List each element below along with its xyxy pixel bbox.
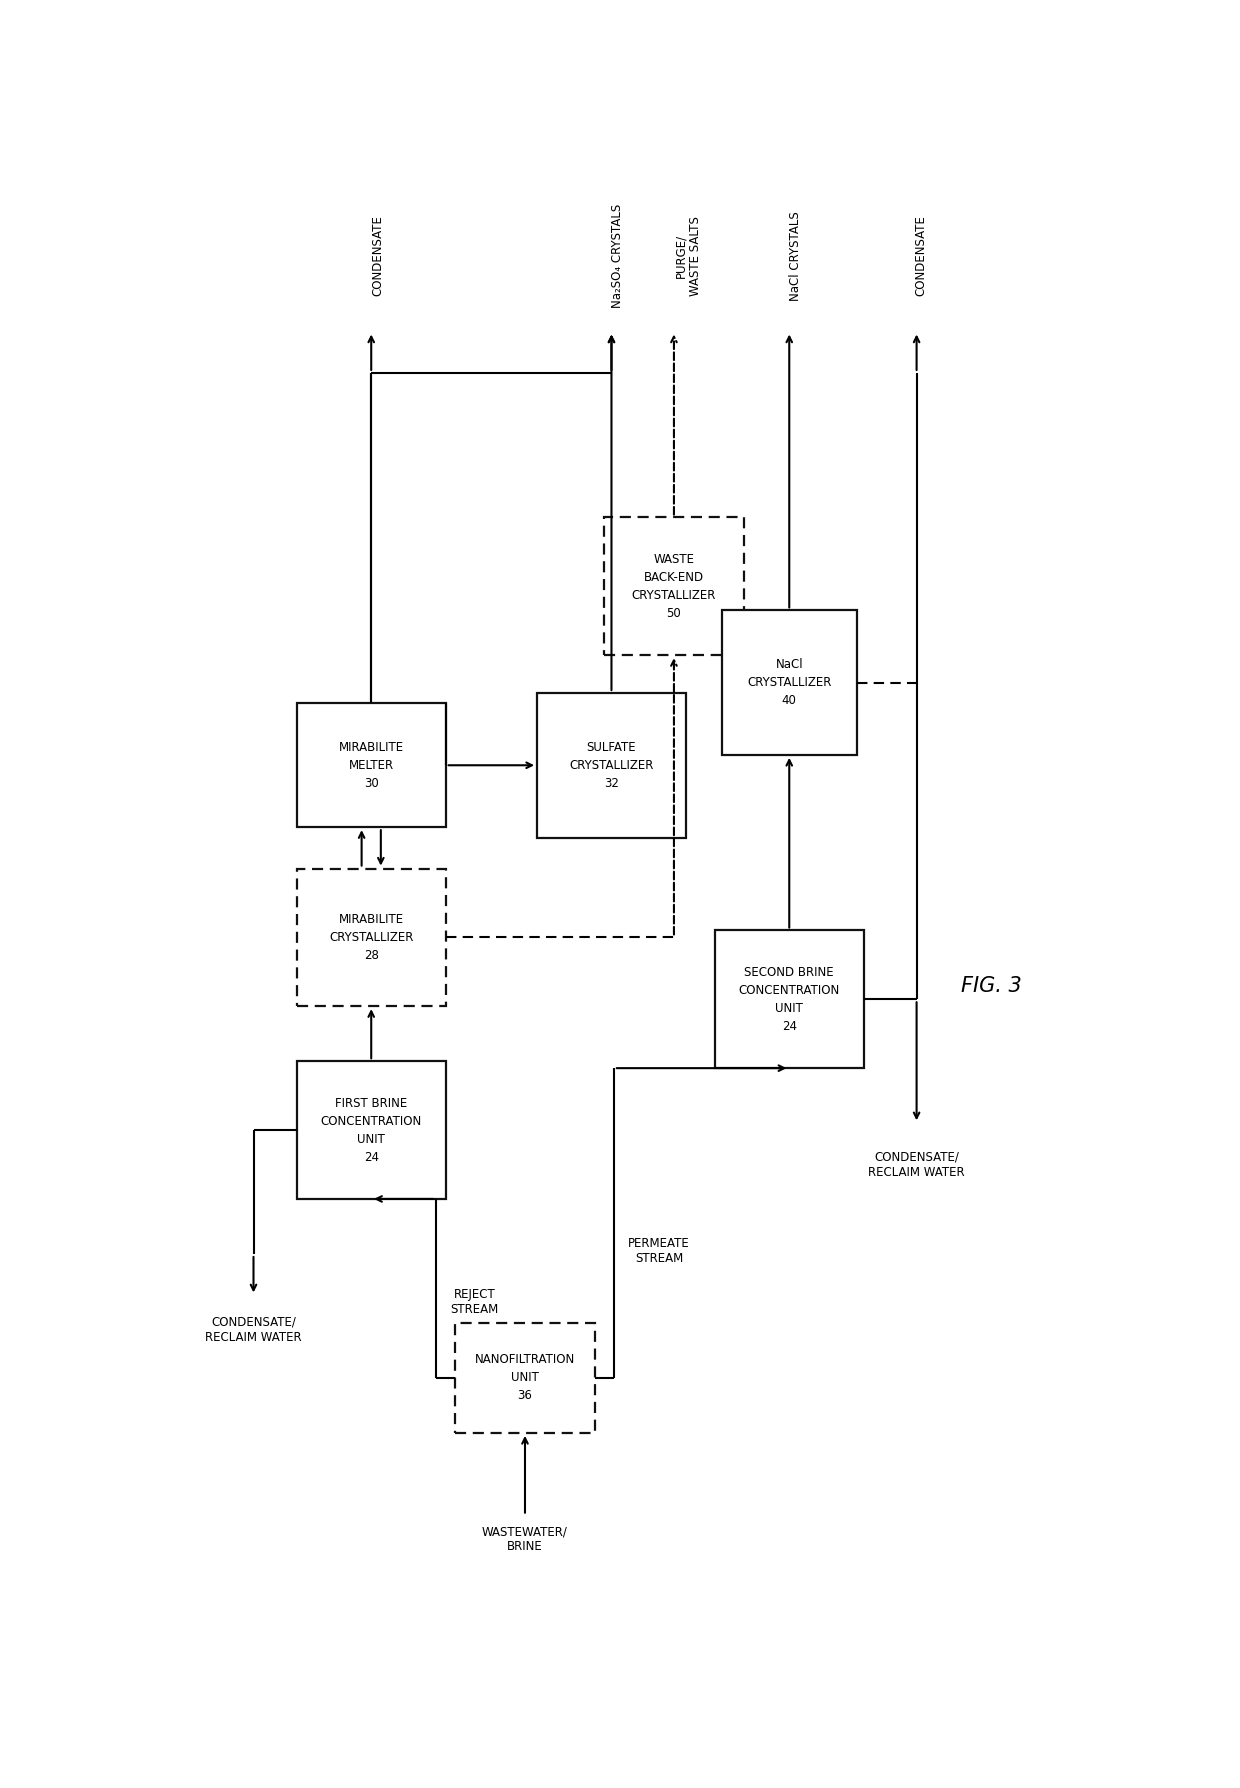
Text: CONDENSATE: CONDENSATE <box>914 215 928 297</box>
Bar <box>537 694 686 837</box>
Text: PURGE/
WASTE SALTS: PURGE/ WASTE SALTS <box>675 216 702 295</box>
Text: FIG. 3: FIG. 3 <box>961 976 1022 996</box>
Bar <box>604 517 744 654</box>
Text: FIRST BRINE
CONCENTRATION
UNIT
24: FIRST BRINE CONCENTRATION UNIT 24 <box>321 1096 422 1164</box>
Bar <box>296 703 445 828</box>
Text: NaCl
CRYSTALLIZER
40: NaCl CRYSTALLIZER 40 <box>746 658 832 708</box>
Text: CONDENSATE/
RECLAIM WATER: CONDENSATE/ RECLAIM WATER <box>205 1316 301 1345</box>
Text: CONDENSATE/
RECLAIM WATER: CONDENSATE/ RECLAIM WATER <box>868 1151 965 1178</box>
Text: MIRABILITE
CRYSTALLIZER
28: MIRABILITE CRYSTALLIZER 28 <box>329 914 413 962</box>
Text: NaCl CRYSTALS: NaCl CRYSTALS <box>789 211 802 300</box>
Bar <box>455 1323 595 1432</box>
Bar <box>296 1062 445 1200</box>
Text: MIRABILITE
MELTER
30: MIRABILITE MELTER 30 <box>339 740 404 790</box>
Bar <box>714 930 864 1067</box>
Bar <box>296 869 445 1007</box>
Text: PERMEATE
STREAM: PERMEATE STREAM <box>629 1237 689 1264</box>
Text: WASTE
BACK-END
CRYSTALLIZER
50: WASTE BACK-END CRYSTALLIZER 50 <box>631 552 717 620</box>
Text: Na₂SO₄ CRYSTALS: Na₂SO₄ CRYSTALS <box>611 204 625 308</box>
Text: NANOFILTRATION
UNIT
36: NANOFILTRATION UNIT 36 <box>475 1354 575 1402</box>
Text: CONDENSATE: CONDENSATE <box>371 215 384 297</box>
Text: SULFATE
CRYSTALLIZER
32: SULFATE CRYSTALLIZER 32 <box>569 740 653 790</box>
Text: WASTEWATER/
BRINE: WASTEWATER/ BRINE <box>482 1525 568 1554</box>
Text: REJECT
STREAM: REJECT STREAM <box>450 1287 498 1316</box>
Text: SECOND BRINE
CONCENTRATION
UNIT
24: SECOND BRINE CONCENTRATION UNIT 24 <box>739 966 839 1033</box>
Bar <box>722 610 857 755</box>
